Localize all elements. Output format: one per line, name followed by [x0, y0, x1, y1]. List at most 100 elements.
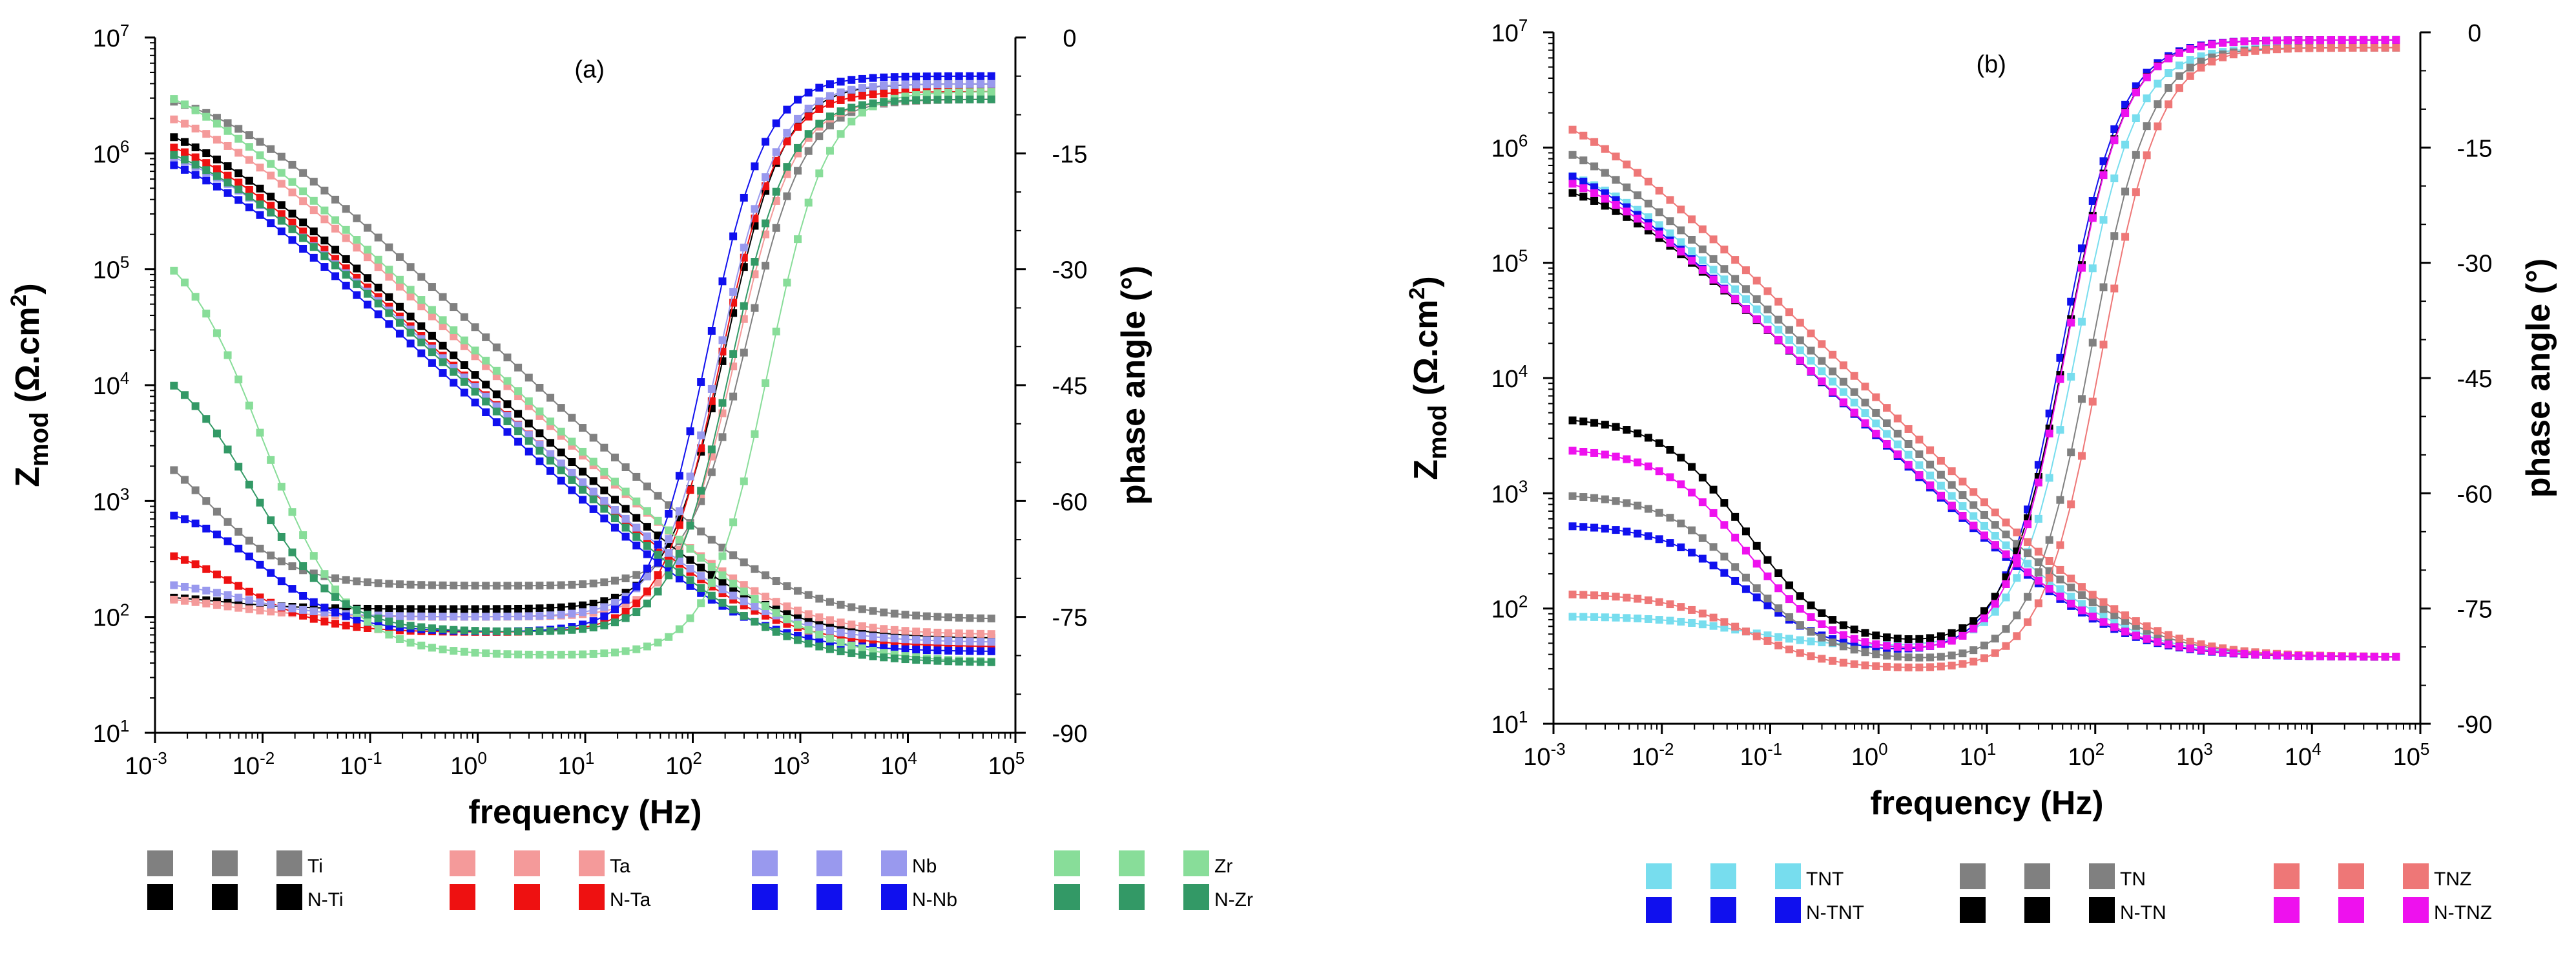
phase-point: [2034, 599, 2042, 607]
phase-point: [1763, 572, 1772, 580]
impedance-point: [2121, 627, 2130, 636]
impedance-point: [2088, 598, 2097, 607]
phase-point: [977, 79, 985, 88]
impedance-point: [309, 243, 318, 251]
y-left-tick-label: 106: [93, 136, 130, 168]
impedance-point: [1568, 151, 1577, 159]
phase-point: [2240, 37, 2249, 46]
phase-point: [1720, 618, 1729, 626]
impedance-point: [804, 591, 813, 599]
phase-point: [1829, 626, 1837, 635]
phase-point: [654, 638, 662, 647]
phase-point: [417, 623, 426, 631]
phase-point: [2002, 625, 2010, 633]
phase-point: [1677, 520, 1685, 528]
impedance-point: [223, 119, 232, 127]
impedance-point: [385, 266, 393, 274]
impedance-point: [955, 647, 963, 655]
impedance-point: [417, 338, 426, 346]
phase-line: [174, 83, 992, 618]
phase-line: [1572, 47, 2396, 668]
impedance-point: [245, 131, 253, 140]
impedance-point: [170, 151, 178, 159]
impedance-point: [987, 658, 995, 666]
phase-point: [213, 429, 221, 437]
impedance-point: [977, 638, 985, 646]
impedance-point: [751, 595, 759, 603]
y-right-tick-label: -60: [1052, 489, 1088, 516]
phase-point: [2045, 536, 2053, 544]
impedance-point: [922, 628, 931, 637]
phase-point: [1731, 622, 1740, 631]
phase-point: [2143, 122, 2151, 131]
impedance-point: [1991, 521, 1999, 529]
legend-swatch: [579, 850, 605, 876]
impedance-point: [546, 456, 555, 465]
phase-point: [1980, 614, 1988, 622]
phase-point: [804, 147, 813, 155]
chart-panel-a: 10-3 10-2 10-1 100 101 102 103 104 1051011021031…: [6, 21, 1253, 911]
impedance-point: [1677, 226, 1685, 235]
impedance-point: [621, 463, 630, 471]
impedance-point: [180, 100, 189, 109]
phase-point: [1601, 495, 1609, 503]
phase-point: [1774, 604, 1783, 613]
phase-line: [1572, 47, 2396, 659]
phase-point: [707, 468, 716, 476]
phase-point: [2186, 56, 2194, 65]
impedance-point: [1634, 191, 1642, 200]
impedance-point: [1763, 287, 1772, 295]
phase-point: [847, 85, 856, 94]
impedance-point: [213, 114, 221, 122]
phase-point: [234, 604, 243, 612]
series-n-tnz: [1568, 36, 2400, 661]
impedance-point: [288, 160, 296, 169]
impedance-point: [482, 381, 490, 389]
phase-point: [277, 602, 286, 611]
impedance-point: [2283, 651, 2292, 660]
impedance-point: [213, 120, 221, 128]
phase-point: [783, 105, 791, 114]
impedance-point: [707, 563, 716, 571]
phase-line: [173, 90, 992, 633]
impedance-point: [439, 341, 447, 350]
phase-point: [1579, 447, 1588, 456]
phase-point: [901, 96, 909, 105]
impedance-point: [364, 246, 372, 254]
impedance-point: [428, 312, 436, 321]
impedance-point: [933, 628, 942, 637]
phase-line: [174, 83, 992, 610]
legend-swatch: [2338, 897, 2364, 923]
phase-point: [450, 582, 458, 590]
impedance-point: [170, 143, 178, 152]
impedance-point: [374, 255, 382, 264]
phase-point: [1590, 523, 1599, 532]
phase-point: [256, 598, 264, 607]
impedance-point: [170, 161, 178, 169]
phase-point: [955, 95, 963, 103]
impedance-point: [2056, 593, 2064, 601]
phase-point: [632, 645, 641, 653]
impedance-point: [2002, 541, 2010, 549]
phase-point: [1688, 489, 1696, 497]
phase-point: [234, 593, 243, 602]
phase-point: [1666, 514, 1674, 522]
panel-label: (a): [574, 56, 604, 83]
phase-point: [1698, 498, 1707, 507]
phase-point: [234, 463, 243, 471]
phase-point: [2154, 122, 2162, 131]
x-tick-label: 105: [988, 748, 1025, 780]
phase-point: [288, 508, 296, 516]
phase-point: [1796, 592, 1804, 600]
legend-label: N-Ta: [610, 889, 651, 911]
impedance-point: [1579, 184, 1588, 193]
phase-point: [2165, 69, 2173, 78]
impedance-point: [718, 585, 727, 594]
phase-point: [1644, 505, 1652, 513]
impedance-point: [815, 595, 824, 603]
x-tick-label: 103: [773, 748, 810, 780]
impedance-point: [180, 120, 189, 128]
phase-point: [912, 80, 920, 89]
phase-point: [1720, 499, 1729, 507]
phase-point: [1926, 663, 1935, 671]
